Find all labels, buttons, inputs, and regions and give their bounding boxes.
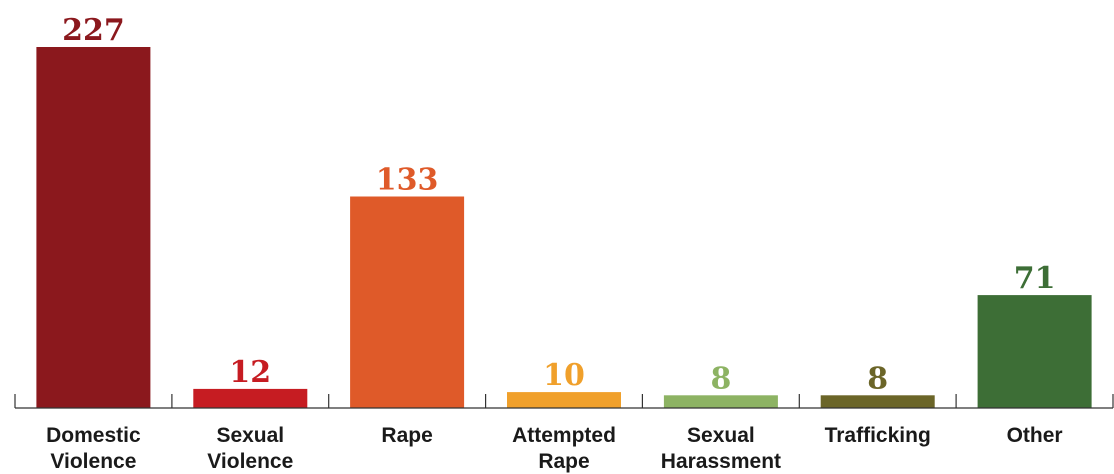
bar-6 xyxy=(977,295,1092,408)
value-label-2: 133 xyxy=(376,163,439,198)
bar-2 xyxy=(350,196,465,408)
value-labels-group: 227 12 133 10 8 8 71 xyxy=(62,13,1055,396)
category-label-1: Sexual Violence xyxy=(207,424,293,473)
category-label-4: Sexual Harassment xyxy=(661,424,781,473)
value-label-0: 227 xyxy=(62,13,125,48)
category-label-3: Attempted Rape xyxy=(512,424,616,473)
x-axis xyxy=(14,394,1114,409)
value-label-5: 8 xyxy=(867,361,888,396)
value-label-3: 10 xyxy=(543,358,585,393)
bar-1 xyxy=(193,388,308,408)
value-label-4: 8 xyxy=(710,361,731,396)
value-label-1: 12 xyxy=(229,355,271,390)
bar-4 xyxy=(663,395,778,408)
category-label-5: Trafficking xyxy=(825,424,931,447)
value-label-6: 71 xyxy=(1014,261,1056,296)
category-label-0: Domestic Violence xyxy=(46,424,141,473)
bars-group xyxy=(36,47,1092,408)
bar-0 xyxy=(36,47,151,408)
category-labels-group: Domestic Violence Sexual Violence Rape Attemp… xyxy=(46,424,1062,473)
category-label-2: Rape xyxy=(381,424,432,447)
category-label-6: Other xyxy=(1007,424,1063,447)
bar-3 xyxy=(507,392,621,408)
bar-5 xyxy=(820,395,935,408)
